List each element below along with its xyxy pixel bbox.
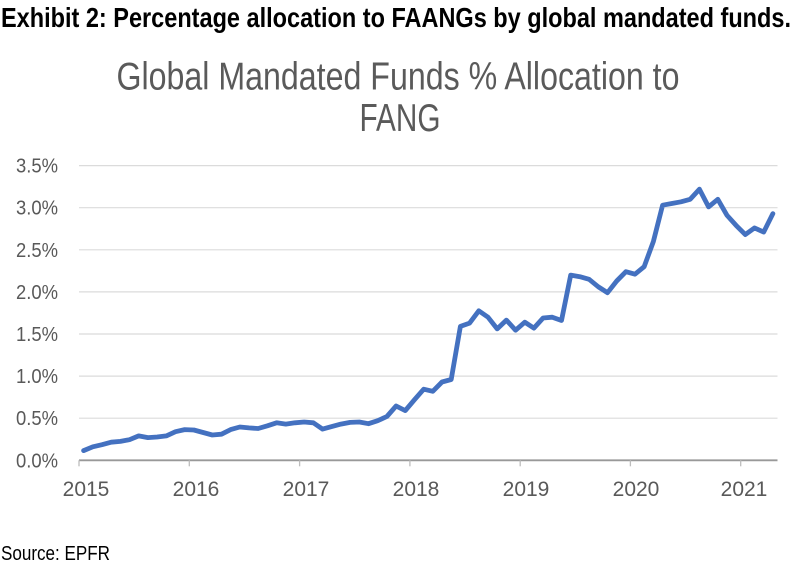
svg-text:2020: 2020 xyxy=(613,478,660,501)
svg-text:Global Mandated Funds % Alloca: Global Mandated Funds % Allocation to xyxy=(117,56,680,99)
svg-text:2017: 2017 xyxy=(283,478,330,501)
svg-text:0.0%: 0.0% xyxy=(16,449,58,472)
svg-text:Exhibit 2: Percentage allocati: Exhibit 2: Percentage allocation to FAAN… xyxy=(1,2,791,33)
svg-text:2019: 2019 xyxy=(503,478,550,501)
svg-text:2016: 2016 xyxy=(173,478,220,501)
svg-text:2.5%: 2.5% xyxy=(16,239,58,262)
svg-text:2.0%: 2.0% xyxy=(16,281,58,304)
svg-text:3.5%: 3.5% xyxy=(16,155,58,178)
svg-text:1.5%: 1.5% xyxy=(16,323,58,346)
svg-text:FANG: FANG xyxy=(360,97,441,140)
svg-text:2015: 2015 xyxy=(63,478,110,501)
svg-text:Source: EPFR: Source: EPFR xyxy=(1,542,110,565)
svg-text:2018: 2018 xyxy=(393,478,440,501)
svg-text:1.0%: 1.0% xyxy=(16,365,58,388)
svg-text:0.5%: 0.5% xyxy=(16,407,58,430)
svg-text:2021: 2021 xyxy=(721,478,768,501)
svg-text:3.0%: 3.0% xyxy=(16,197,58,220)
